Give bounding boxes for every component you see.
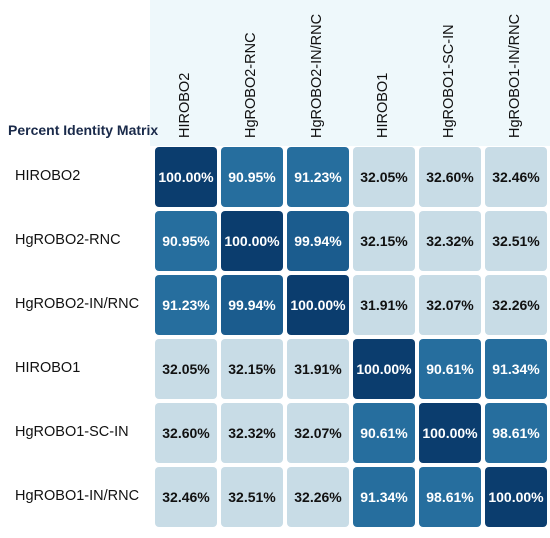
heatmap-cell: 91.34% [353,467,415,527]
heatmap-cell: 32.32% [419,211,481,271]
column-label: HgROBO2-RNC [243,32,259,138]
heatmap-cell: 32.46% [155,467,217,527]
heatmap-cell: 32.46% [485,147,547,207]
row-label: HgROBO2-RNC [15,232,121,248]
heatmap-cell: 98.61% [419,467,481,527]
row-header-band [0,146,150,538]
heatmap-cell: 91.23% [287,147,349,207]
heatmap-cell: 91.23% [155,275,217,335]
column-header-band [150,0,550,146]
row-label: HgROBO2-IN/RNC [15,296,140,312]
heatmap-cell: 91.34% [485,339,547,399]
heatmap-cell: 32.05% [155,339,217,399]
row-label: HgROBO1-SC-IN [15,424,129,440]
column-label: HgROBO1-SC-IN [441,24,457,138]
heatmap-cell: 32.60% [155,403,217,463]
column-label: HgROBO1-IN/RNC [507,13,523,138]
heatmap-cell: 31.91% [353,275,415,335]
heatmap-cell: 90.61% [419,339,481,399]
heatmap-cell: 100.00% [221,211,283,271]
heatmap-cell: 32.60% [419,147,481,207]
heatmap-cell: 31.91% [287,339,349,399]
heatmap-cell: 90.95% [221,147,283,207]
heatmap-cell: 100.00% [419,403,481,463]
row-label: HgROBO1-IN/RNC [15,488,140,504]
heatmap-cell: 32.51% [221,467,283,527]
heatmap-cell: 32.26% [287,467,349,527]
heatmap-cell: 100.00% [155,147,217,207]
heatmap-cell: 99.94% [287,211,349,271]
heatmap-cell: 99.94% [221,275,283,335]
heatmap-cell: 90.61% [353,403,415,463]
heatmap-cell: 32.07% [287,403,349,463]
chart-title: Percent Identity Matrix [8,122,159,138]
row-label: HIROBO1 [15,360,81,376]
heatmap-cell: 32.05% [353,147,415,207]
heatmap-cell: 100.00% [485,467,547,527]
heatmap-cell: 32.15% [221,339,283,399]
column-label: HgROBO2-IN/RNC [309,13,325,138]
heatmap-cell: 98.61% [485,403,547,463]
heatmap-cell: 90.95% [155,211,217,271]
column-label: HIROBO2 [177,72,193,138]
row-label: HIROBO2 [15,168,81,184]
heatmap-cell: 32.51% [485,211,547,271]
column-label: HIROBO1 [375,72,391,138]
heatmap-cell: 32.15% [353,211,415,271]
heatmap-cell: 100.00% [287,275,349,335]
heatmap-cell: 100.00% [353,339,415,399]
heatmap-cell: 32.07% [419,275,481,335]
heatmap-cell: 32.26% [485,275,547,335]
heatmap-cell: 32.32% [221,403,283,463]
